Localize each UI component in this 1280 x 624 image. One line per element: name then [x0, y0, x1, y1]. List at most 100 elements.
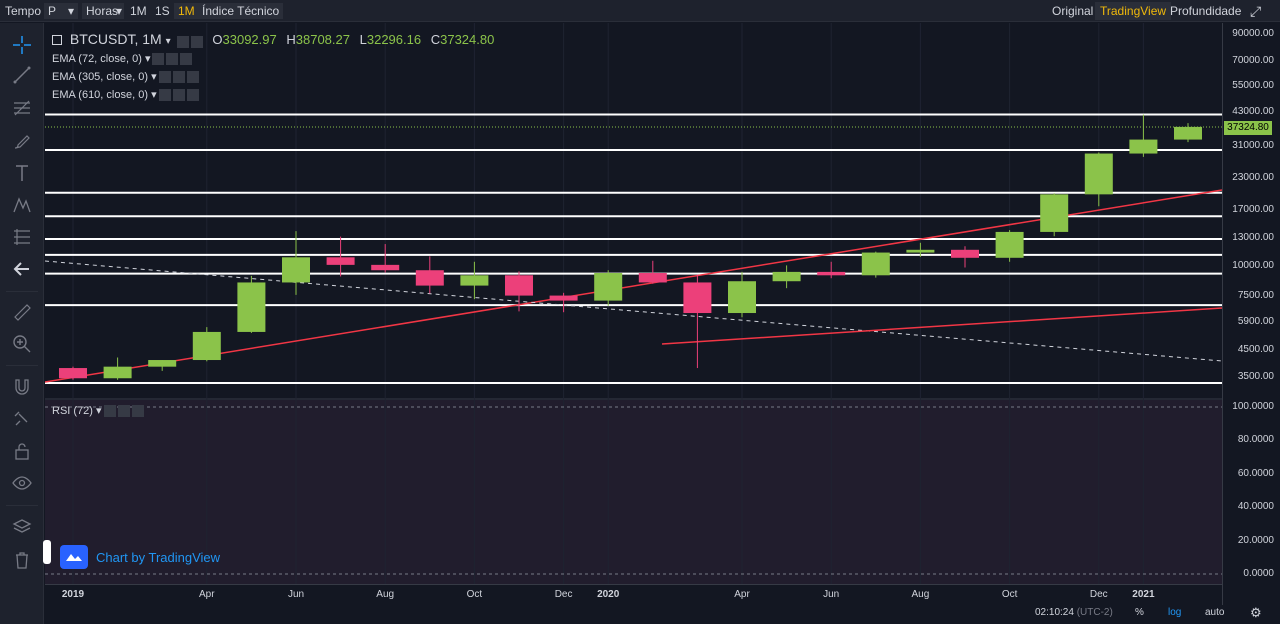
lock-drawing-icon[interactable] [8, 407, 36, 431]
fullscreen-icon[interactable]: ⤢ [1250, 3, 1262, 19]
crosshair-icon[interactable] [8, 33, 36, 57]
settings-icon[interactable] [172, 89, 185, 102]
candle-body[interactable] [549, 295, 578, 301]
candle-body[interactable] [951, 249, 979, 258]
eye-icon[interactable] [158, 89, 171, 102]
chevron-down-icon[interactable]: ▾ [144, 53, 151, 65]
pattern-icon[interactable] [8, 193, 36, 217]
eye-icon[interactable] [152, 53, 165, 66]
chevron-down-icon: ▾ [115, 4, 122, 18]
candle-body[interactable] [995, 231, 1024, 258]
trendline-icon[interactable] [8, 63, 36, 87]
candle-body[interactable] [817, 271, 846, 276]
trendline-dashed[interactable] [45, 260, 1222, 362]
brush-icon[interactable] [8, 129, 36, 153]
eye-icon[interactable] [158, 71, 171, 84]
settings-icon[interactable] [166, 53, 179, 66]
settings-icon[interactable] [117, 405, 130, 418]
candle-body[interactable] [906, 249, 935, 253]
zoom-icon[interactable] [8, 332, 36, 356]
ema-610-legend[interactable]: EMA (610, close, 0) ▾ [52, 88, 199, 102]
view-original-tab[interactable]: Original [1052, 4, 1094, 18]
chevron-down-icon[interactable]: ▾ [151, 71, 157, 83]
price-chart[interactable] [45, 23, 1222, 605]
layers-icon[interactable] [8, 515, 36, 539]
log-toggle[interactable]: log [1168, 607, 1182, 618]
source-icon[interactable] [190, 35, 203, 48]
candle-body[interactable] [192, 331, 221, 361]
trendline-1[interactable] [45, 189, 1222, 383]
candle-body[interactable] [103, 366, 132, 379]
back-arrow-icon[interactable] [8, 257, 36, 281]
panel-resize-handle[interactable] [43, 540, 51, 564]
candle-body[interactable] [326, 257, 355, 265]
chart-type-select[interactable]: P ▾ [44, 3, 78, 19]
ema-305-legend[interactable]: EMA (305, close, 0) ▾ [52, 70, 199, 84]
legend-actions[interactable] [175, 32, 203, 48]
interval-1m-month-button[interactable]: 1M [174, 3, 199, 19]
close-icon[interactable] [131, 405, 144, 418]
open-label: O [212, 32, 223, 47]
candle-body[interactable] [1129, 139, 1158, 154]
tradingview-watermark[interactable]: Chart by TradingView [60, 545, 220, 569]
candle-body[interactable] [59, 368, 87, 379]
time-axis[interactable]: 2019 Apr Jun Aug Oct Dec 2020 Apr Jun Aug Oct Dec 20… [45, 584, 1222, 604]
candle-body[interactable] [772, 271, 801, 282]
trendline-2[interactable] [661, 307, 1222, 345]
rsi-tick-label: 60.0000 [1237, 467, 1274, 479]
ema-actions[interactable] [150, 53, 193, 66]
auto-toggle[interactable]: auto [1205, 607, 1225, 618]
settings-icon[interactable] [176, 35, 189, 48]
candle-body[interactable] [505, 275, 533, 296]
percent-toggle[interactable]: % [1135, 607, 1144, 618]
candle-body[interactable] [1174, 126, 1202, 140]
eye-icon[interactable] [103, 405, 116, 418]
candle-body[interactable] [1084, 153, 1113, 195]
close-icon[interactable] [186, 71, 199, 84]
candle-body[interactable] [237, 282, 266, 332]
interval-1m-min-button[interactable]: 1M [130, 4, 147, 18]
indicator-button[interactable]: Índice Técnico [198, 3, 284, 19]
close-icon[interactable] [186, 89, 199, 102]
candle-body[interactable] [683, 282, 712, 314]
candle-body[interactable] [282, 257, 310, 283]
rsi-legend[interactable]: RSI (72) ▾ [52, 404, 144, 418]
interval-1s-button[interactable]: 1S [155, 4, 170, 18]
chevron-down-icon[interactable]: ▾ [96, 405, 102, 417]
view-tradingview-tab[interactable]: TradingView [1095, 2, 1172, 20]
ema-72-legend[interactable]: EMA (72, close, 0) ▾ [52, 52, 193, 66]
chevron-down-icon[interactable]: ▾ [151, 89, 157, 101]
candle-body[interactable] [460, 275, 489, 286]
candle-body[interactable] [415, 270, 444, 286]
hours-select[interactable]: Horas ▾ [82, 3, 124, 19]
candle-body[interactable] [371, 264, 400, 271]
candle-body[interactable] [861, 252, 890, 276]
chart-collapse-icon[interactable] [52, 35, 62, 46]
candle-body[interactable] [148, 360, 177, 367]
price-axis[interactable]: 90000.00 70000.00 55000.00 43000.00 31000.00… [1222, 23, 1280, 605]
chevron-down-icon[interactable]: ▾ [165, 36, 171, 47]
candle-body[interactable] [638, 273, 667, 283]
ema-actions[interactable] [157, 71, 199, 84]
close-icon[interactable] [180, 53, 193, 66]
text-icon[interactable] [8, 161, 36, 185]
magnet-icon[interactable] [8, 375, 36, 399]
fib-icon[interactable] [8, 96, 36, 120]
hours-value: Horas [86, 4, 119, 18]
candle-body[interactable] [594, 273, 623, 301]
settings-icon[interactable] [172, 71, 185, 84]
symbol-label[interactable]: BTCUSDT, 1M [69, 31, 162, 47]
lock-icon[interactable] [8, 439, 36, 463]
trash-icon[interactable] [8, 548, 36, 572]
candle-body[interactable] [728, 281, 756, 314]
eye-icon[interactable] [8, 471, 36, 495]
time-tick-label: 2020 [597, 589, 620, 600]
rsi-actions[interactable] [102, 405, 144, 418]
ruler-icon[interactable] [8, 300, 36, 324]
ema-actions[interactable] [157, 89, 199, 102]
gear-icon[interactable]: ⚙ [1250, 605, 1262, 620]
view-depth-tab[interactable]: Profundidade [1170, 4, 1242, 18]
prediction-icon[interactable] [8, 225, 36, 249]
legend-main: BTCUSDT, 1M ▾ O33092.97 H38708.27 L32296… [52, 31, 494, 48]
candle-body[interactable] [1040, 194, 1069, 232]
